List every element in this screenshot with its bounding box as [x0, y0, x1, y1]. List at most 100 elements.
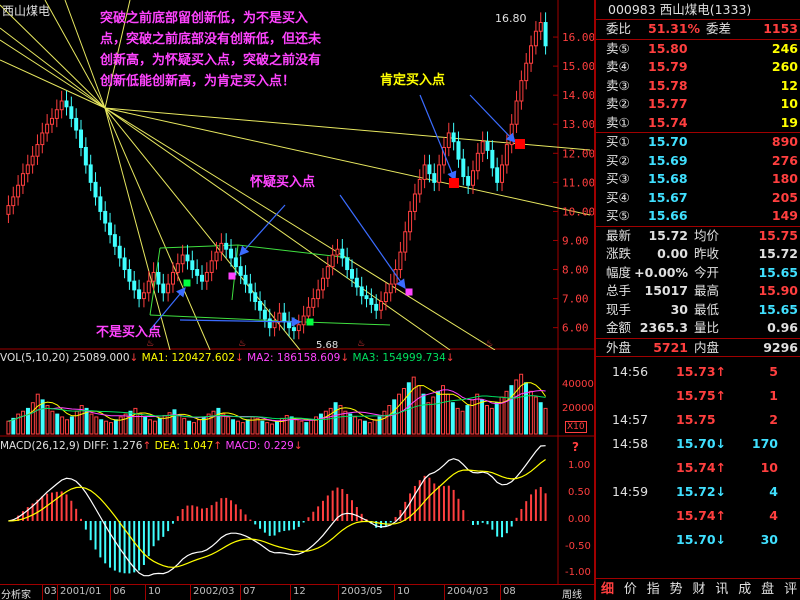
candle-body: [267, 318, 272, 329]
volume-bar: [358, 419, 363, 435]
bid-price: 15.67: [648, 189, 688, 205]
tab-1[interactable]: 价: [623, 582, 637, 597]
bid-row[interactable]: 买⑤ 15.66 149: [596, 207, 800, 226]
candle-body: [509, 123, 514, 146]
candle-body: [185, 254, 190, 262]
trend-line: [0, 4, 106, 109]
tab-3[interactable]: 势: [669, 582, 683, 597]
analyst-label: 分析家: [1, 590, 31, 600]
candle-body: [451, 132, 456, 143]
price-tick-label: 12.00: [562, 147, 594, 160]
volume-chart[interactable]: [0, 350, 594, 437]
tick-row[interactable]: 14:56 15.73↑ 5: [596, 360, 800, 384]
stat-value: 2365.3: [639, 320, 688, 335]
volume-bar: [275, 420, 279, 435]
ratio-label: 委比: [606, 21, 632, 36]
volume-bar: [226, 416, 231, 435]
ask-price: 15.77: [648, 96, 688, 111]
stat-row: 金额 2365.3 量比 0.96: [596, 319, 800, 338]
volume-bar: [265, 422, 270, 435]
ask-row[interactable]: 卖② 15.77 10: [596, 95, 800, 114]
candle-body: [54, 109, 59, 119]
pointer-arrow: [469, 94, 516, 143]
stat-value: +0.00%: [634, 264, 688, 280]
volume-bar: [35, 393, 40, 435]
macd-line: [8, 445, 546, 577]
tick-volume: 1: [769, 388, 778, 403]
macd-diff: DIFF: 1.276: [83, 440, 143, 452]
macd-chart[interactable]: [0, 437, 594, 584]
candle-body: [108, 222, 113, 236]
date-label: 2002/03: [193, 586, 235, 597]
ask-row[interactable]: 卖① 15.74 19: [596, 114, 800, 133]
date-label: 07: [243, 586, 256, 597]
volume-bar: [538, 402, 543, 435]
volume-bar: [397, 393, 402, 435]
candle-body: [117, 245, 122, 259]
candle-body: [301, 315, 306, 326]
tab-0[interactable]: 细: [600, 582, 614, 597]
tab-8[interactable]: 评: [784, 582, 798, 597]
tab-6[interactable]: 成: [738, 582, 752, 597]
date-label: 2001/01: [60, 586, 102, 597]
bid-row[interactable]: 买④ 15.67 205: [596, 189, 800, 208]
bid-row[interactable]: 买② 15.69 276: [596, 152, 800, 171]
price-chart[interactable]: ♨ ♨ ♨ ♨ 16.00 15.00 14.00 13.00 12.00 11.00 10.00…: [0, 0, 594, 350]
tick-row[interactable]: 14:58 15.70↓ 170: [596, 432, 800, 456]
chart-area[interactable]: ♨ ♨ ♨ ♨ 16.00 15.00 14.00 13.00 12.00 11.00 10.00…: [0, 0, 594, 600]
weekly-label[interactable]: 周线: [562, 590, 582, 600]
volume-bar: [245, 419, 250, 435]
pointer-arrow: [419, 94, 457, 182]
bid-row[interactable]: 买① 15.70 890: [596, 133, 800, 152]
bid-label: 买②: [606, 152, 630, 168]
volume-bar: [99, 419, 104, 435]
candle-body: [422, 164, 427, 180]
volume-bar: [221, 413, 226, 435]
ask-row[interactable]: 卖④ 15.79 260: [596, 58, 800, 77]
tab-5[interactable]: 讯: [715, 582, 729, 597]
ask-row[interactable]: 卖③ 15.78 12: [596, 77, 800, 96]
candle-body: [514, 100, 519, 125]
date-axis[interactable]: 分析家 03 2001/01 06 10 2002/03 07 12 2003/…: [0, 584, 594, 600]
tick-row[interactable]: 14:59 15.72↓ 4: [596, 480, 800, 504]
volume-bar: [372, 419, 377, 435]
tick-row[interactable]: 15.74↑ 10: [596, 456, 800, 480]
volume-bar: [216, 407, 221, 435]
tab-4[interactable]: 财: [692, 582, 706, 597]
volume-bar: [431, 396, 436, 435]
ask-vol: 260: [771, 59, 798, 74]
vol-value: 25089.000: [72, 352, 130, 364]
volume-bar: [40, 399, 45, 435]
candle-body: [16, 184, 21, 198]
tab-7[interactable]: 盘: [761, 582, 775, 597]
tick-row[interactable]: 15.70↓ 30: [596, 528, 800, 552]
candle-body: [417, 178, 422, 195]
stat-key: 金额: [606, 320, 632, 335]
volume-bar: [21, 410, 26, 435]
volume-bar: [426, 402, 431, 435]
tab-2[interactable]: 指: [646, 582, 660, 597]
candle-body: [243, 274, 248, 285]
bid-vol: 180: [771, 171, 798, 186]
vol-ma2: MA2: 186158.609: [247, 352, 341, 364]
trend-line: [104, 107, 301, 350]
label-affirm-buy: 肯定买入点: [380, 73, 446, 88]
volume-bar: [25, 407, 30, 435]
candle-body: [88, 164, 93, 183]
tick-row[interactable]: 14:57 15.75 2: [596, 408, 800, 432]
candle-body: [446, 132, 451, 148]
volume-bar: [533, 396, 538, 435]
macd-tick-1: 0.50: [568, 487, 591, 498]
annotation-line-1: 突破之前底部留创新低，为不是买入: [100, 11, 309, 26]
price-tick-label: 6.00: [562, 322, 589, 335]
bid-price: 15.68: [648, 171, 688, 186]
tick-row[interactable]: 15.75↑ 1: [596, 384, 800, 408]
volume-ma-line: [8, 389, 546, 422]
outer-label: 外盘: [606, 339, 632, 355]
tick-price: 15.74↑: [676, 460, 727, 475]
volume-bar: [524, 382, 529, 435]
candle-body: [325, 266, 330, 279]
ask-row[interactable]: 卖⑤ 15.80 246: [596, 40, 800, 59]
tick-row[interactable]: 15.74↑ 4: [596, 504, 800, 528]
bid-row[interactable]: 买③ 15.68 180: [596, 170, 800, 189]
